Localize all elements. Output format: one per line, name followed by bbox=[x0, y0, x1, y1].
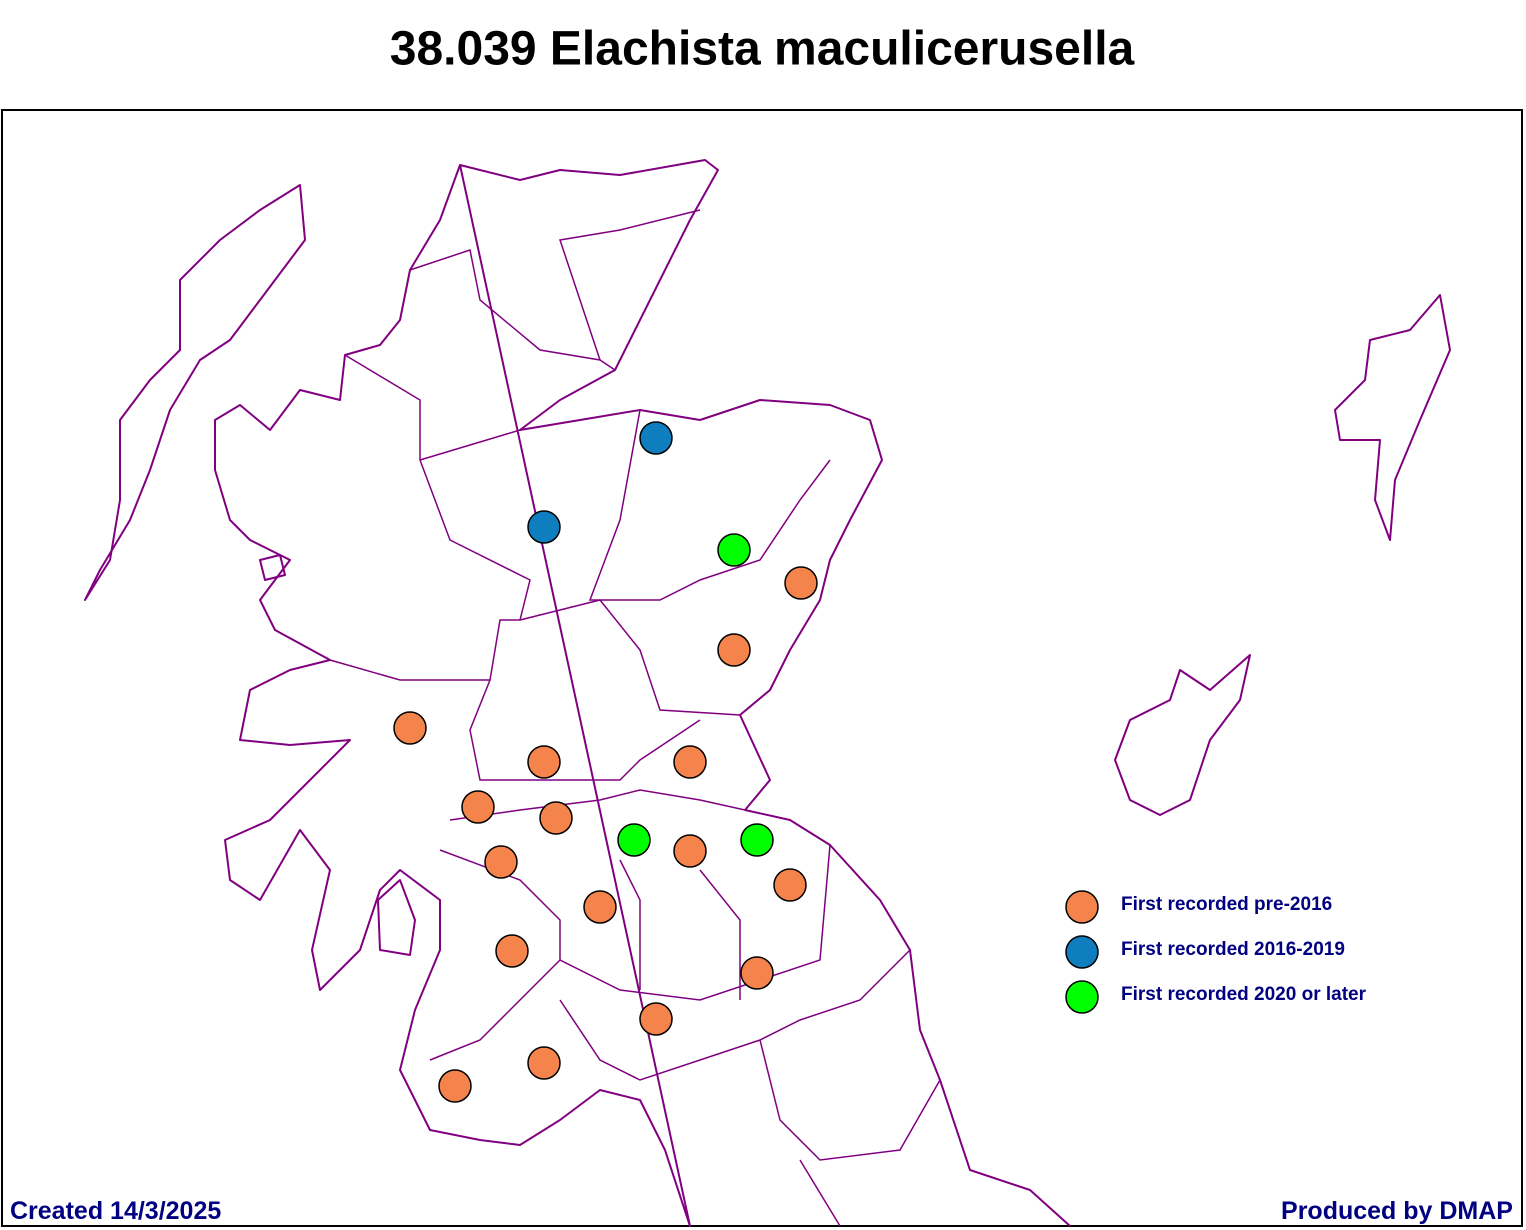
vice-county-boundaries bbox=[329, 209, 941, 1227]
record-dot bbox=[484, 845, 518, 879]
record-dot bbox=[583, 890, 617, 924]
record-dot bbox=[717, 533, 751, 567]
record-dot bbox=[527, 1046, 561, 1080]
record-dot bbox=[639, 421, 673, 455]
record-dot bbox=[673, 834, 707, 868]
map-outline bbox=[84, 159, 1451, 1227]
legend-label: First recorded 2020 or later bbox=[1121, 984, 1367, 1005]
record-dot bbox=[740, 956, 774, 990]
record-dot bbox=[527, 745, 561, 779]
legend-swatch bbox=[1065, 890, 1099, 924]
record-dot bbox=[740, 823, 774, 857]
record-dot bbox=[495, 934, 529, 968]
record-dot bbox=[673, 745, 707, 779]
record-dot bbox=[784, 566, 818, 600]
legend-label: First recorded pre-2016 bbox=[1121, 894, 1332, 915]
created-date: Created 14/3/2025 bbox=[10, 1197, 221, 1225]
title: 38.039 Elachista maculicerusella bbox=[390, 23, 1135, 76]
record-dot bbox=[527, 510, 561, 544]
legend: First recorded pre-2016 First recorded 20… bbox=[1065, 890, 1367, 1014]
legend-swatch bbox=[1065, 935, 1099, 969]
legend-swatch bbox=[1065, 980, 1099, 1014]
record-dot bbox=[717, 633, 751, 667]
record-dot bbox=[393, 711, 427, 745]
record-dot bbox=[539, 801, 573, 835]
records bbox=[393, 421, 818, 1103]
record-dot bbox=[639, 1002, 673, 1036]
record-dot bbox=[461, 790, 495, 824]
legend-label: First recorded 2016-2019 bbox=[1121, 939, 1345, 960]
record-dot bbox=[438, 1069, 472, 1103]
producer: Produced by DMAP bbox=[1281, 1197, 1513, 1225]
map-frame bbox=[1, 109, 1523, 1227]
record-dot bbox=[773, 868, 807, 902]
record-dot bbox=[617, 823, 651, 857]
